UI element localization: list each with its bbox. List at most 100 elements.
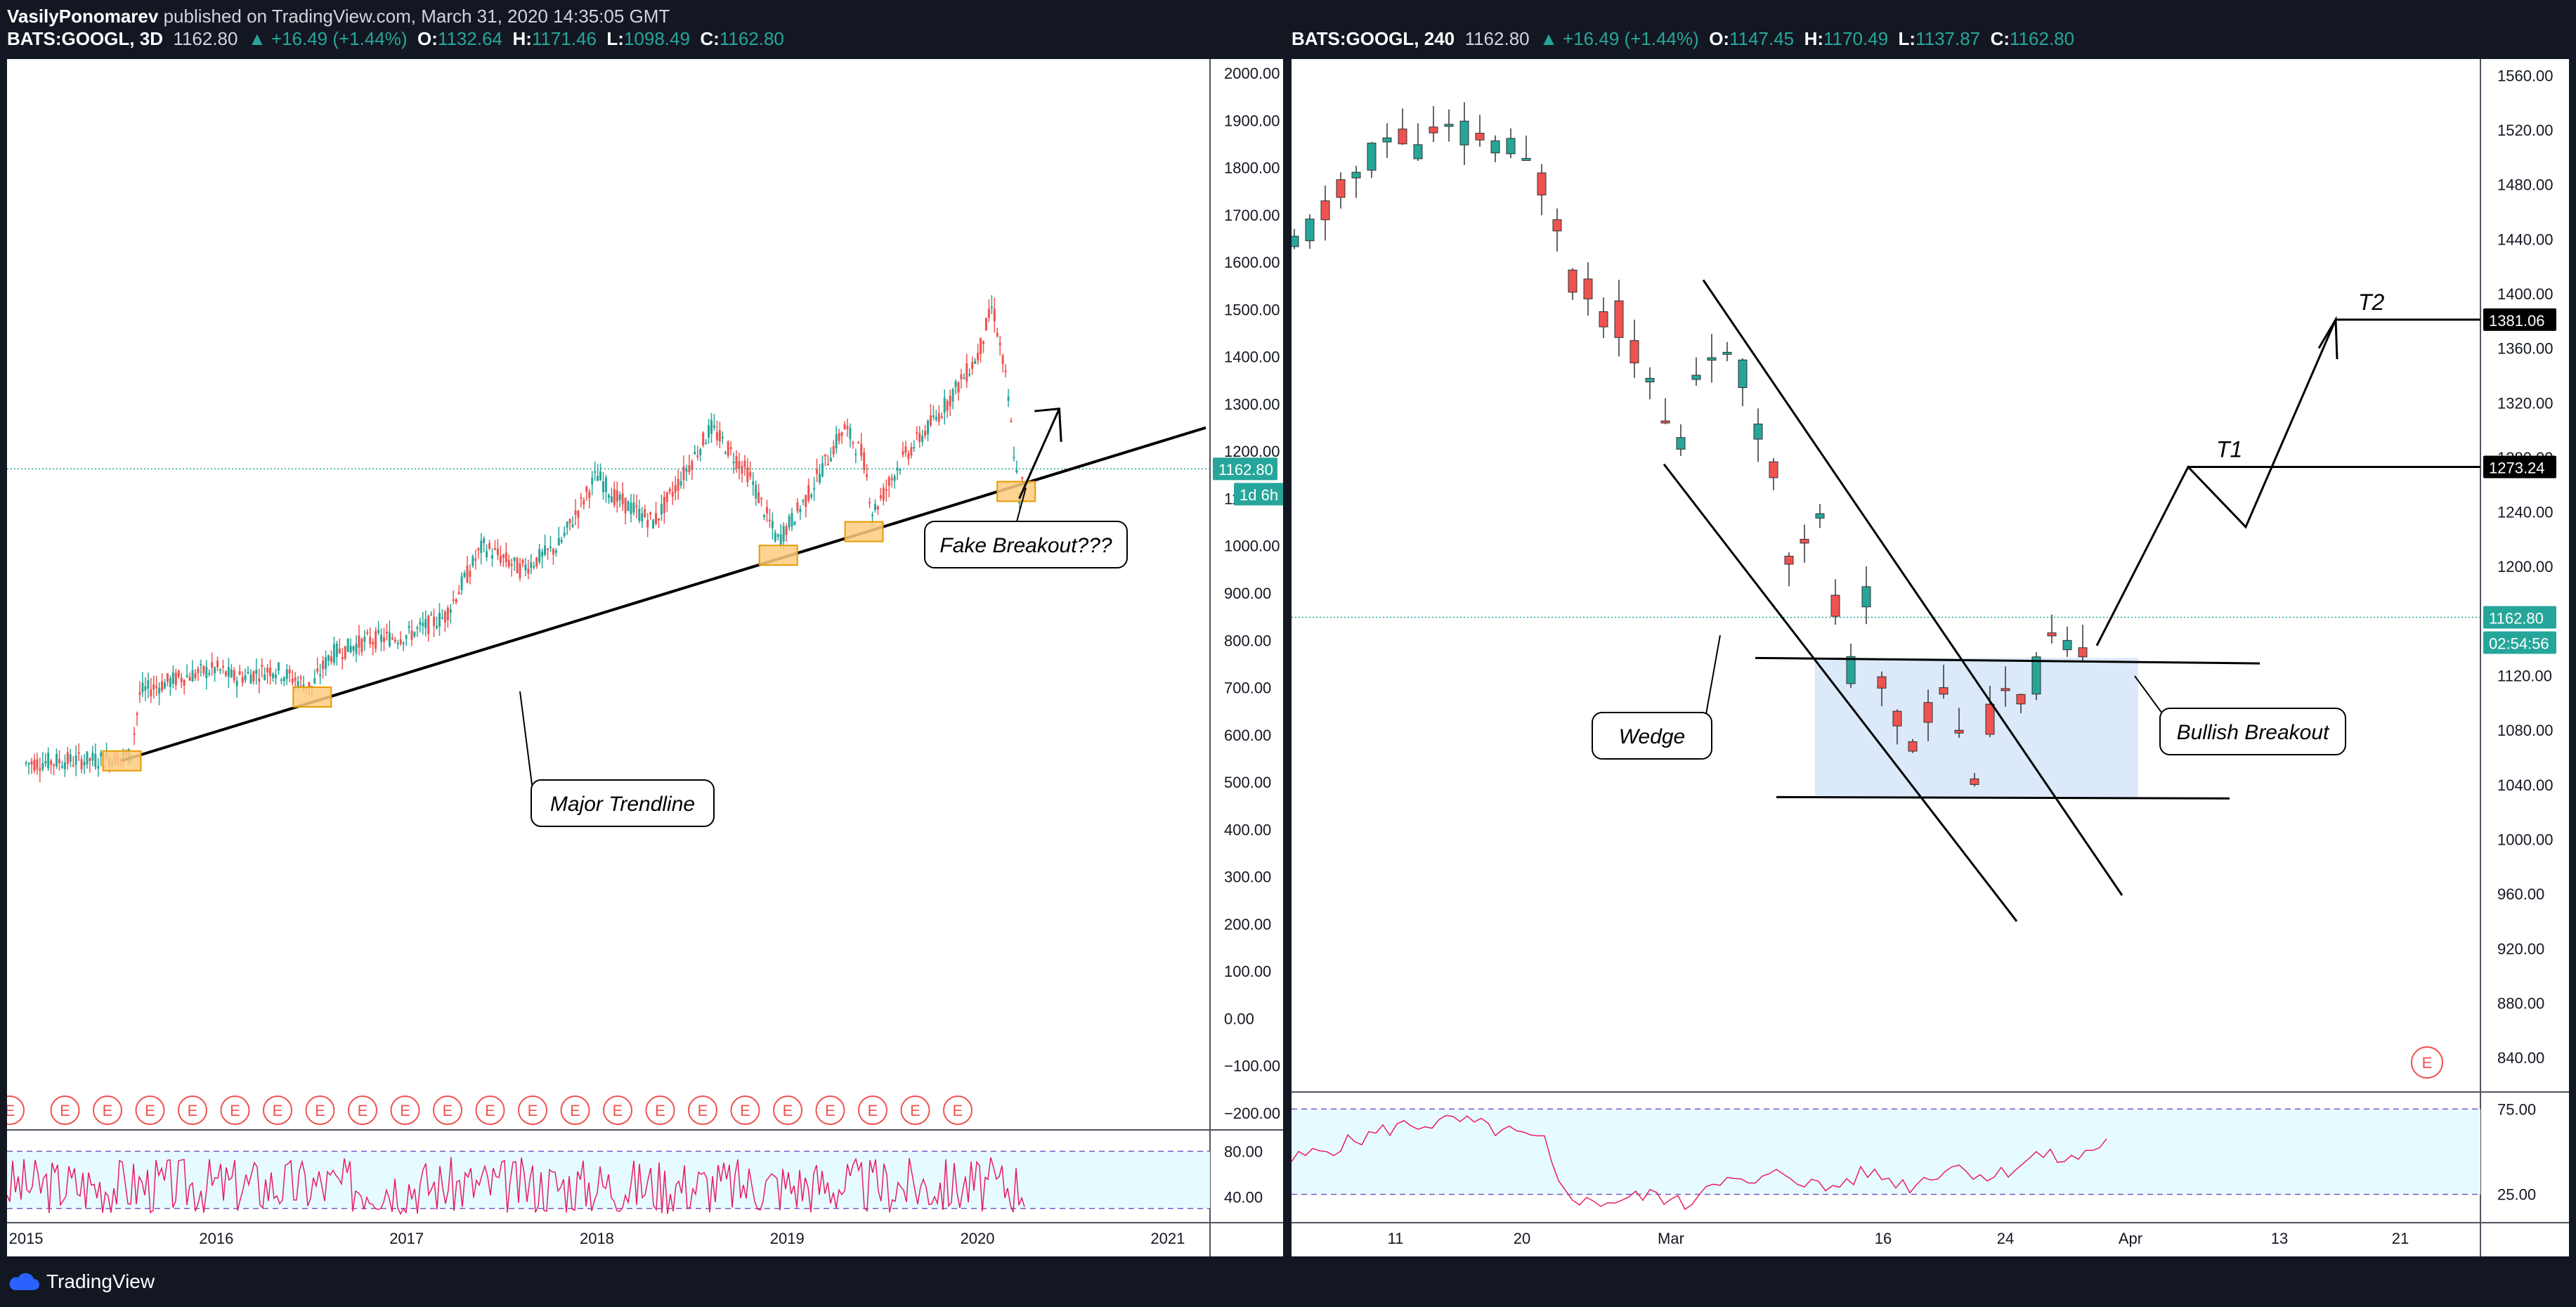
left-candle-body — [857, 442, 860, 444]
left-candle-body — [480, 540, 483, 553]
left-candle-body — [632, 502, 635, 513]
left-earnings-icon[interactable] — [220, 1095, 250, 1125]
left-candle-body — [274, 674, 277, 679]
right-rsi-line — [1292, 1114, 2107, 1211]
left-earnings-icon[interactable] — [263, 1095, 292, 1125]
right-candle-body — [1568, 269, 1578, 293]
right-earnings-icon[interactable] — [2411, 1046, 2443, 1079]
left-candle-body — [702, 432, 705, 446]
right-candle-body — [1846, 656, 1856, 684]
right-candle-body — [1351, 171, 1361, 178]
left-candle-body — [436, 625, 438, 629]
left-candle-body — [155, 686, 158, 688]
left-candle-body — [91, 753, 94, 761]
brand-label: TradingView — [46, 1270, 155, 1292]
left-candle-body — [94, 754, 97, 767]
left-candle-body — [826, 464, 829, 466]
left-earnings-label: E — [7, 1102, 15, 1119]
left-major-trendline-callout-box — [531, 779, 715, 827]
left-earnings-icon[interactable] — [348, 1095, 377, 1125]
left-earnings-icon[interactable] — [93, 1095, 122, 1125]
left-earnings-icon[interactable] — [305, 1095, 335, 1125]
left-touch-box — [292, 686, 332, 708]
left-candle-body — [74, 755, 77, 765]
right-candle-body — [1815, 513, 1825, 519]
right-target-price-tag — [2483, 308, 2556, 331]
tradingview-brand[interactable]: TradingView — [7, 1270, 155, 1293]
left-bg — [7, 59, 1283, 1256]
left-candle-body — [668, 488, 671, 492]
left-candle-body — [873, 504, 876, 510]
right-wedge-callout-box — [1592, 712, 1712, 760]
left-earnings-icon[interactable] — [773, 1095, 802, 1125]
left-earnings-icon[interactable] — [603, 1095, 632, 1125]
left-earnings-label: E — [315, 1102, 325, 1119]
left-candle-body — [630, 502, 632, 514]
left-candle-body — [524, 564, 527, 571]
left-candle-body — [446, 607, 449, 620]
left-x-tick: 2018 — [580, 1230, 614, 1247]
left-y-tick: 600.00 — [1224, 727, 1271, 744]
right-chart[interactable]: 1560.00 1520.00 1480.00 1440.00 1400.00 1360.… — [1292, 59, 2569, 1256]
left-symbol[interactable]: BATS:GOOGL, 3D — [7, 28, 163, 49]
right-chart-panel[interactable]: 1560.00 1520.00 1480.00 1440.00 1400.00 1360.… — [1292, 59, 2569, 1256]
left-earnings-icon[interactable] — [135, 1095, 165, 1125]
left-earnings-icon[interactable] — [518, 1095, 547, 1125]
left-earnings-icon[interactable] — [178, 1095, 207, 1125]
left-candle-body — [388, 632, 391, 646]
left-x-tick: 2015 — [9, 1230, 44, 1247]
left-candle-body — [488, 542, 491, 549]
left-earnings-icon[interactable] — [943, 1095, 972, 1125]
left-chart[interactable]: 2000.00 1900.00 1800.00 1700.00 1600.00 1500.… — [7, 59, 1283, 1256]
left-earnings-icon[interactable] — [390, 1095, 420, 1125]
left-earnings-icon[interactable] — [433, 1095, 462, 1125]
left-candle-body — [416, 627, 419, 629]
left-touch-box — [844, 521, 884, 542]
left-earnings-icon[interactable] — [50, 1095, 80, 1125]
left-earnings-icon[interactable] — [688, 1095, 717, 1125]
author-name[interactable]: VasilyPonomarev — [7, 6, 159, 27]
left-candle-body — [568, 519, 571, 524]
left-earnings-icon[interactable] — [475, 1095, 505, 1125]
left-candle-body — [743, 460, 746, 467]
left-earnings-icon[interactable] — [900, 1095, 930, 1125]
left-candle-body — [510, 564, 513, 566]
left-candle-body — [685, 469, 688, 472]
right-candle-body — [1877, 676, 1887, 689]
left-candle-body — [655, 512, 658, 524]
left-earnings-label: E — [570, 1102, 580, 1119]
left-earnings-icon[interactable] — [815, 1095, 845, 1125]
right-last-price-tag — [2483, 606, 2556, 629]
left-earnings-icon[interactable] — [645, 1095, 675, 1125]
left-earnings-icon[interactable] — [7, 1095, 25, 1125]
left-earnings-icon[interactable] — [858, 1095, 887, 1125]
right-candle-body — [1985, 703, 1995, 735]
left-candle-body — [641, 513, 644, 522]
left-chart-panel[interactable]: 2000.00 1900.00 1800.00 1700.00 1600.00 1500.… — [7, 59, 1283, 1256]
left-earnings-icon[interactable] — [560, 1095, 590, 1125]
right-x-tick: 11 — [1388, 1230, 1404, 1247]
left-candle-body — [419, 621, 422, 625]
left-candle-body — [887, 477, 890, 486]
right-candle-body — [1305, 219, 1315, 242]
right-y-tick: 1560.00 — [2497, 67, 2554, 84]
left-candle-body — [616, 490, 618, 502]
left-candle-body — [715, 432, 718, 441]
left-candle-body — [325, 657, 327, 670]
right-candle-body — [1459, 120, 1469, 145]
left-candle-body — [679, 481, 682, 486]
left-candle-body — [554, 550, 557, 553]
left-candle-body — [335, 643, 338, 658]
left-candle-body — [308, 682, 311, 690]
left-candle-body — [860, 443, 863, 457]
left-candle-body — [819, 474, 821, 483]
left-earnings-icon[interactable] — [730, 1095, 760, 1125]
left-candle-body — [927, 420, 930, 435]
left-candle-body — [205, 667, 208, 678]
left-candle-body — [760, 498, 763, 500]
left-price: 1162.80 — [173, 28, 238, 49]
right-symbol[interactable]: BATS:GOOGL, 240 — [1292, 28, 1455, 49]
left-candle-body — [507, 559, 510, 567]
left-candle-body — [408, 625, 410, 628]
right-candle-body — [1444, 124, 1454, 127]
